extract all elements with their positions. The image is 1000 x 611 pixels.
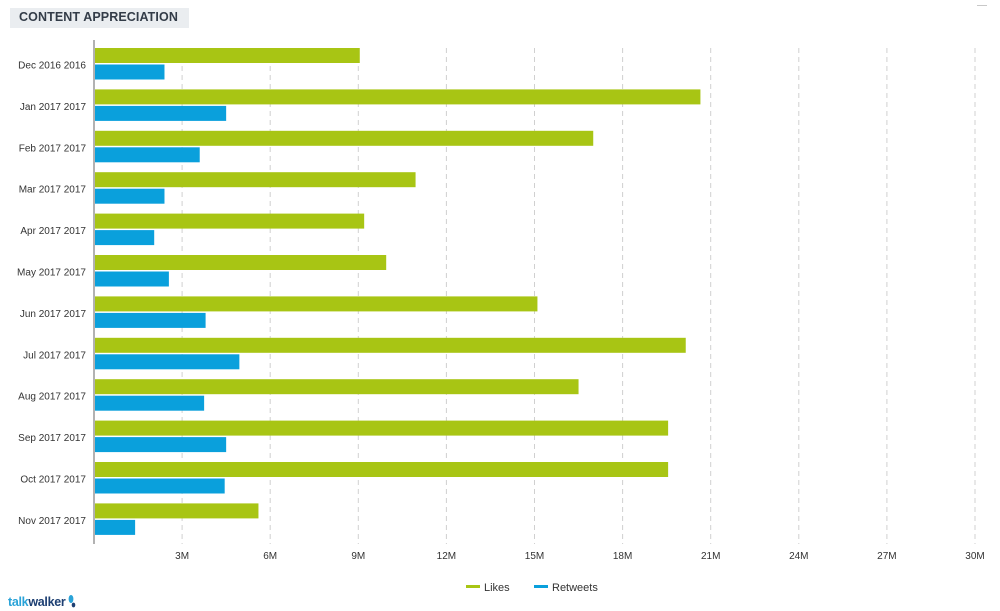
category-label: Dec 2016 2016	[18, 61, 86, 72]
likes-bar[interactable]	[95, 379, 579, 395]
retweets-bar[interactable]	[95, 354, 240, 370]
retweets-bar[interactable]	[95, 188, 165, 204]
legend-label: Retweets	[552, 582, 598, 594]
widget-corner-handle[interactable]	[977, 5, 987, 6]
category-label: Feb 2017 2017	[19, 143, 87, 154]
x-tick-label: 24M	[789, 551, 808, 562]
x-tick-labels: 3M 6M 9M 12M 15M 18M 21M 24M 27M 30M	[175, 551, 985, 562]
category-label: Jan 2017 2017	[20, 102, 87, 113]
legend-label: Likes	[484, 582, 510, 594]
legend[interactable]: Likes Retweets	[466, 582, 598, 594]
likes-bar[interactable]	[95, 420, 669, 436]
legend-swatch	[466, 585, 480, 588]
likes-bar[interactable]	[95, 503, 259, 519]
likes-bar[interactable]	[95, 296, 538, 312]
x-tick-label: 30M	[965, 551, 984, 562]
retweets-bar[interactable]	[95, 312, 206, 328]
category-label: Apr 2017 2017	[20, 226, 86, 237]
category-label: Aug 2017 2017	[18, 392, 86, 403]
category-label: May 2017 2017	[17, 268, 86, 279]
x-tick-label: 6M	[263, 551, 277, 562]
legend-item-likes[interactable]: Likes	[466, 582, 510, 594]
x-tick-label: 3M	[175, 551, 189, 562]
category-label: Jul 2017 2017	[23, 350, 86, 361]
likes-bar[interactable]	[95, 130, 594, 146]
likes-bar[interactable]	[95, 213, 365, 229]
retweets-bar[interactable]	[95, 64, 165, 80]
retweets-bar[interactable]	[95, 271, 169, 287]
logo-text-talk: talk	[8, 595, 29, 609]
talkwalker-logo: talk walker	[8, 591, 78, 609]
likes-bar[interactable]	[95, 255, 387, 270]
x-tick-label: 21M	[701, 551, 720, 562]
category-label: Mar 2017 2017	[19, 185, 87, 196]
bars	[95, 48, 701, 535]
category-label: Oct 2017 2017	[20, 475, 86, 486]
likes-bar[interactable]	[95, 48, 360, 63]
retweets-bar[interactable]	[95, 105, 227, 121]
likes-bar[interactable]	[95, 337, 686, 353]
logo-text-walker: walker	[28, 595, 66, 609]
x-tick-label: 12M	[437, 551, 456, 562]
legend-swatch	[534, 585, 548, 588]
retweets-bar[interactable]	[95, 147, 200, 163]
likes-bar[interactable]	[95, 172, 416, 188]
retweets-bar[interactable]	[95, 478, 225, 494]
category-label: Jun 2017 2017	[20, 309, 87, 320]
category-label: Sep 2017 2017	[18, 433, 86, 444]
retweets-bar[interactable]	[95, 395, 205, 411]
grid-lines	[181, 48, 976, 544]
likes-bar[interactable]	[95, 89, 701, 105]
likes-bar[interactable]	[95, 462, 669, 477]
x-tick-label: 27M	[877, 551, 896, 562]
retweets-bar[interactable]	[95, 437, 227, 453]
retweets-bar[interactable]	[95, 230, 155, 246]
legend-item-retweets[interactable]: Retweets	[534, 582, 598, 594]
footprint-icon	[69, 595, 76, 608]
category-labels: Dec 2016 2016 Jan 2017 2017 Feb 2017 2017 M…	[17, 61, 86, 527]
category-label: Nov 2017 2017	[18, 516, 86, 527]
x-tick-label: 15M	[525, 551, 544, 562]
widget-title: CONTENT APPRECIATION	[10, 8, 189, 28]
x-tick-label: 18M	[613, 551, 632, 562]
retweets-bar[interactable]	[95, 519, 136, 535]
x-tick-label: 9M	[351, 551, 365, 562]
